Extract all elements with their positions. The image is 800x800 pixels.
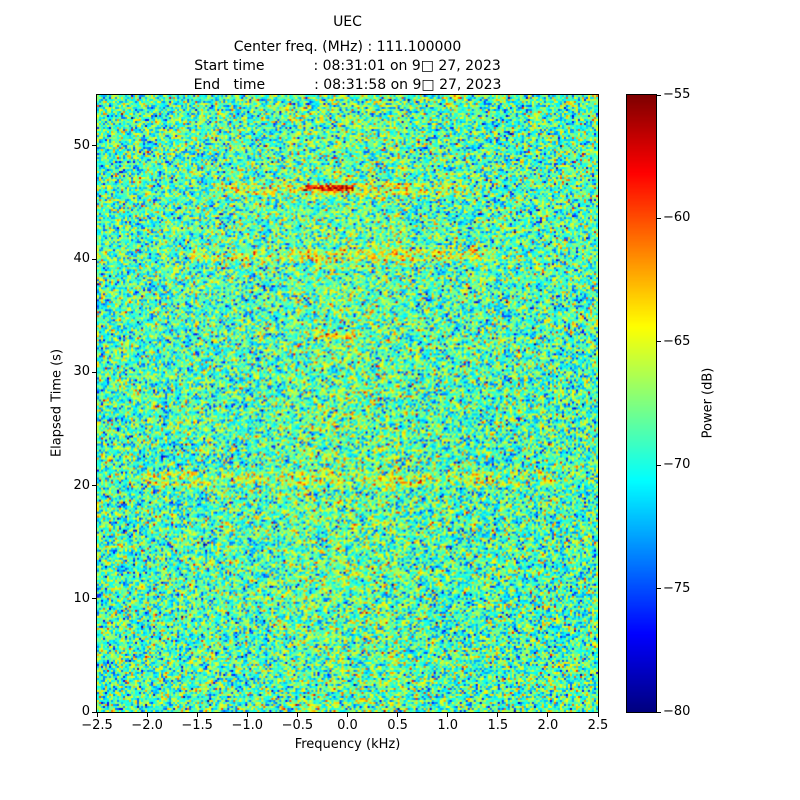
spectrogram-plot xyxy=(96,94,599,713)
y-tick-label: 20 xyxy=(73,477,90,493)
x-tick-mark xyxy=(597,713,599,717)
colorbar-tick-label: −70 xyxy=(663,457,691,473)
colorbar-tick-label: −80 xyxy=(663,704,691,719)
x-tick-mark xyxy=(146,713,148,717)
x-tick-label: 0.0 xyxy=(337,718,358,733)
y-tick-label: 30 xyxy=(73,364,90,380)
spectrogram-canvas xyxy=(97,95,598,712)
y-tick-label: 0 xyxy=(81,704,90,719)
colorbar-tick-label: −55 xyxy=(663,87,691,102)
colorbar-canvas xyxy=(627,95,656,712)
colorbar-tick-mark xyxy=(657,94,661,96)
colorbar xyxy=(626,94,657,713)
start-time-line: Start time : 08:31:01 on 9□ 27, 2023 xyxy=(194,58,501,74)
y-tick-label: 10 xyxy=(73,590,90,606)
x-tick-label: −0.5 xyxy=(281,718,314,733)
x-tick-mark xyxy=(497,713,499,717)
x-tick-label: −2.5 xyxy=(81,718,113,733)
colorbar-tick-mark xyxy=(657,711,661,713)
x-tick-mark xyxy=(547,713,549,717)
colorbar-tick-mark xyxy=(657,464,661,466)
x-tick-label: 1.5 xyxy=(487,718,509,733)
x-tick-mark xyxy=(296,713,298,717)
x-tick-mark xyxy=(347,713,348,717)
x-tick-mark xyxy=(447,713,449,717)
colorbar-tick-mark xyxy=(657,217,661,219)
colorbar-tick-label: −75 xyxy=(663,580,691,596)
colorbar-tick-mark xyxy=(657,588,661,590)
colorbar-tick-mark xyxy=(657,341,661,343)
colorbar-tick-label: −60 xyxy=(663,210,691,226)
x-tick-mark xyxy=(96,713,98,717)
colorbar-tick-label: −65 xyxy=(663,333,691,349)
x-tick-label: −1.0 xyxy=(231,718,264,733)
x-tick-label: −2.0 xyxy=(131,718,163,733)
figure-title: UEC xyxy=(333,14,362,30)
x-tick-label: 2.0 xyxy=(537,718,559,733)
center-freq-line: Center freq. (MHz) : 111.100000 xyxy=(233,39,462,55)
x-tick-mark xyxy=(196,713,198,717)
y-tick-label: 40 xyxy=(73,251,90,267)
y-tick-label: 50 xyxy=(73,137,90,153)
x-tick-mark xyxy=(246,713,248,717)
y-axis-label: Elapsed Time (s) xyxy=(49,348,65,458)
end-time-line: End time : 08:31:58 on 9□ 27, 2023 xyxy=(193,77,502,93)
x-axis-label: Frequency (kHz) xyxy=(294,737,401,752)
x-tick-mark xyxy=(397,713,399,717)
x-tick-label: 0.5 xyxy=(387,718,408,733)
x-tick-label: 1.0 xyxy=(437,718,459,733)
x-tick-label: −1.5 xyxy=(181,718,213,733)
x-tick-label: 2.5 xyxy=(587,718,609,733)
colorbar-label: Power (dB) xyxy=(700,367,716,439)
